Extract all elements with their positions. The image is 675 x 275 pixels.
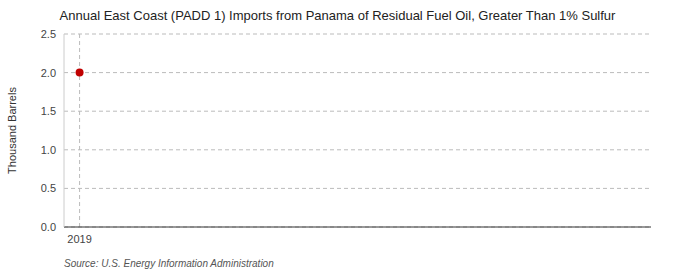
source-note: Source: U.S. Energy Information Administ…	[64, 258, 274, 269]
y-axis-label: Thousand Barrels	[6, 87, 18, 174]
data-points	[76, 69, 84, 77]
y-axis-line	[64, 34, 65, 227]
y-grid-line	[64, 72, 651, 73]
data-point	[76, 69, 84, 77]
y-grid-line	[64, 111, 651, 112]
x-axis-line	[64, 227, 651, 228]
y-grid-line	[64, 188, 651, 189]
y-grid-line	[64, 227, 651, 228]
y-tick-label: 0.0	[41, 221, 56, 233]
y-grid-line	[64, 34, 651, 35]
x-grid-line	[79, 34, 80, 227]
chart: Annual East Coast (PADD 1) Imports from …	[0, 0, 675, 275]
x-tick-label: 2019	[67, 233, 91, 245]
y-tick-label: 1.5	[41, 105, 56, 117]
title: Annual East Coast (PADD 1) Imports from …	[60, 8, 617, 23]
grid	[64, 34, 651, 227]
background	[0, 0, 675, 275]
y-tick-label: 1.0	[41, 144, 56, 156]
y-grid-line	[64, 149, 651, 150]
y-tick-label: 0.5	[41, 182, 56, 194]
y-tick-label: 2.0	[41, 67, 56, 79]
y-tick-label: 2.5	[41, 28, 56, 40]
axes: 0.0 0.5 1.0 1.5 2.0 2.5 2019	[41, 28, 651, 245]
